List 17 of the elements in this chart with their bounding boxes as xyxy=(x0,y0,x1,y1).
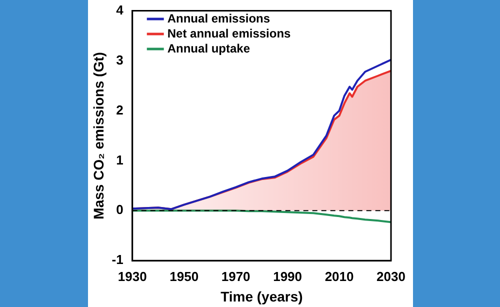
x-axis-title: Time (years) xyxy=(220,288,303,304)
y-tick-label: 0 xyxy=(116,202,124,218)
x-tick-label: 1990 xyxy=(273,268,302,284)
x-tick-label: 2030 xyxy=(376,268,406,284)
y-tick-label: 3 xyxy=(116,52,124,68)
x-tick-label: 1950 xyxy=(170,268,199,284)
y-tick-label: -1 xyxy=(112,252,124,268)
y-tick-label: 4 xyxy=(116,2,124,18)
y-tick-label: 2 xyxy=(116,102,124,118)
legend-label: Net annual emissions xyxy=(167,26,292,40)
x-tick-label: 1930 xyxy=(118,268,147,284)
x-tick-label: 1970 xyxy=(221,268,250,284)
y-axis-title: Mass CO₂ emissions (Gt) xyxy=(90,52,106,220)
y-tick-label: 1 xyxy=(116,152,124,168)
legend-label: Annual emissions xyxy=(167,11,270,26)
legend-label: Annual uptake xyxy=(167,41,250,56)
x-tick-label: 2010 xyxy=(324,268,354,284)
